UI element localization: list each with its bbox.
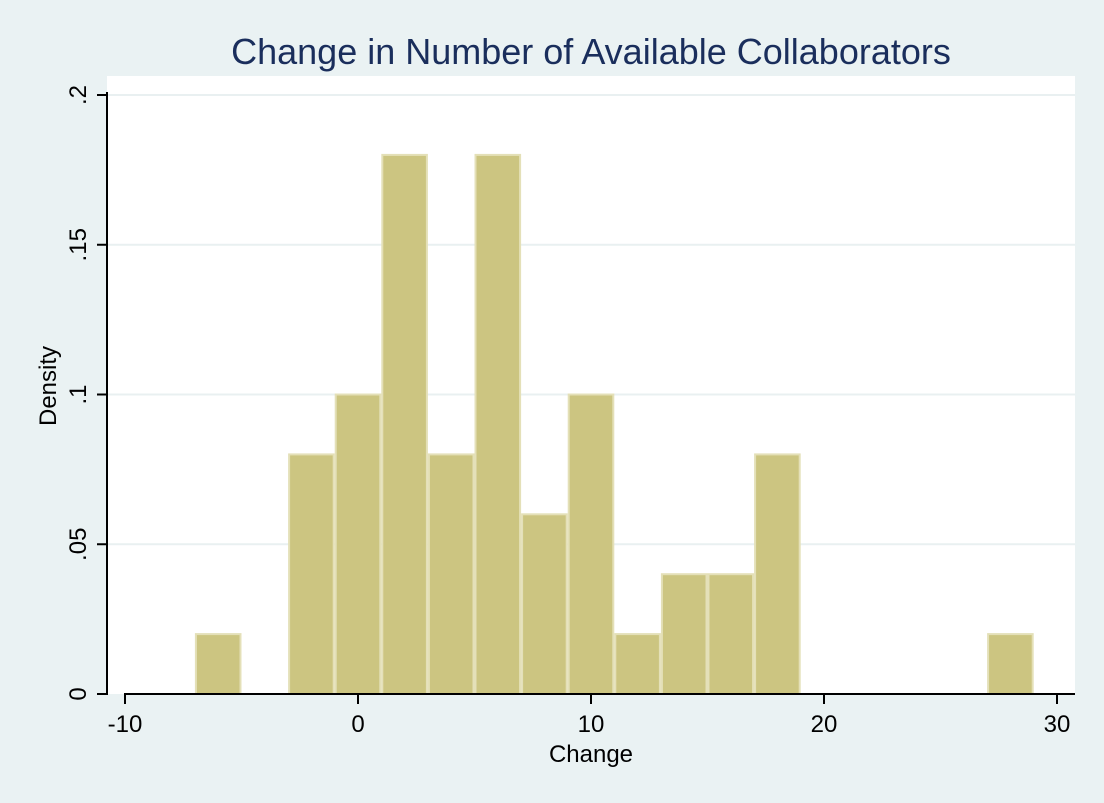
y-tick-label-0: 0 — [65, 687, 92, 700]
histogram-bar-11 — [754, 453, 801, 695]
histogram-bar-9 — [660, 573, 708, 696]
y-tick-label-1: .05 — [65, 528, 92, 561]
histogram-bar-3 — [381, 153, 428, 695]
x-tick-label-0: -10 — [108, 711, 143, 738]
y-tick-label-3: .15 — [65, 228, 92, 261]
histogram-bar-6 — [521, 513, 568, 695]
x-tick-label-4: 30 — [1044, 711, 1071, 738]
histogram-bar-7 — [567, 393, 615, 695]
x-tick-label-1: 0 — [351, 711, 364, 738]
histogram-bar-5 — [474, 153, 522, 695]
histogram-bar-4 — [427, 453, 475, 695]
histogram-bar-1 — [288, 453, 335, 695]
y-axis-title: Density — [35, 346, 62, 426]
bars — [194, 153, 1034, 696]
histogram-bar-0 — [194, 633, 242, 695]
axes: -10 0 10 20 30 0 .05 .1 .15 .2 — [65, 85, 1075, 738]
chart-title: Change in Number of Available Collaborat… — [231, 31, 951, 72]
histogram-bar-8 — [614, 633, 661, 695]
histogram-bar-12 — [987, 633, 1034, 695]
x-tick-label-3: 20 — [811, 711, 838, 738]
x-tick-label-2: 10 — [578, 711, 605, 738]
x-axis-title: Change — [549, 741, 633, 768]
histogram-bar-2 — [334, 393, 382, 695]
y-tick-label-2: .1 — [65, 384, 92, 404]
histogram-bar-10 — [707, 573, 755, 696]
y-tick-label-4: .2 — [65, 85, 92, 105]
